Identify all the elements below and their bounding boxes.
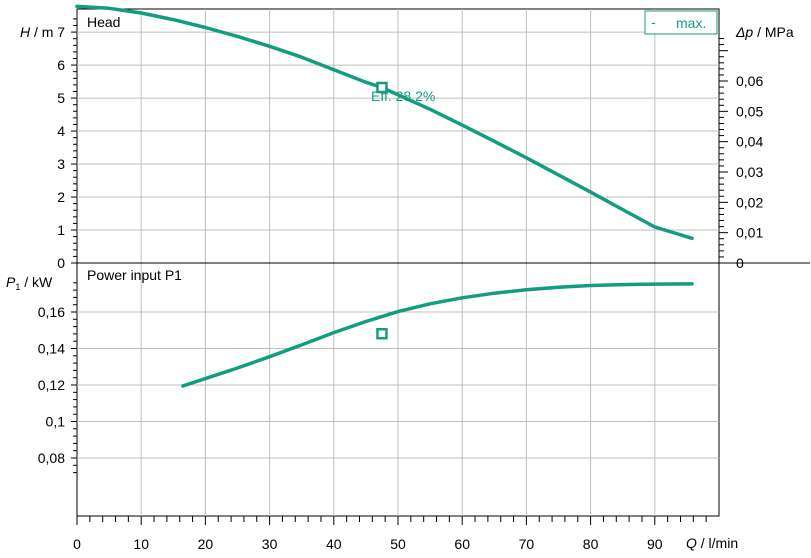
x-tick-label: 30 bbox=[262, 536, 278, 552]
tick-layer bbox=[71, 18, 728, 525]
power-y-tick-label: 0,1 bbox=[46, 414, 66, 430]
pressure-tick-label: 0,04 bbox=[736, 134, 763, 150]
power-y-axis-label: P1 / kW bbox=[6, 274, 53, 292]
head-y-tick-label: 2 bbox=[57, 189, 65, 205]
head-y-tick-label: 1 bbox=[57, 222, 65, 238]
legend-box bbox=[644, 10, 718, 35]
x-tick-label: 90 bbox=[647, 536, 663, 552]
pressure-tick-label: 0,06 bbox=[736, 73, 763, 89]
head-y-tick-label: 7 bbox=[57, 24, 65, 40]
power-curve-max bbox=[181, 282, 694, 388]
head-curve-max bbox=[75, 4, 694, 241]
x-tick-label: 70 bbox=[519, 536, 535, 552]
pressure-tick-label: 0,01 bbox=[736, 225, 763, 241]
flow-x-axis-unit: / l/min bbox=[697, 535, 738, 551]
power-y-tick-label: 0,14 bbox=[38, 341, 65, 357]
power-y-tick-label: 0,12 bbox=[38, 377, 65, 393]
curve-layer bbox=[75, 4, 694, 388]
x-tick-label: 60 bbox=[454, 536, 470, 552]
head-panel-title: Head bbox=[87, 14, 120, 30]
head-y-tick-label: 3 bbox=[57, 156, 65, 172]
x-tick-label: 20 bbox=[198, 536, 214, 552]
flow-x-axis-label: Q / l/min bbox=[686, 535, 738, 551]
x-tick-label: 80 bbox=[583, 536, 599, 552]
legend-label: max. bbox=[676, 15, 706, 31]
flow-x-axis-symbol: Q bbox=[686, 535, 697, 551]
pressure-y-axis-unit: / MPa bbox=[753, 24, 794, 40]
pressure-tick-label: 0,05 bbox=[736, 103, 763, 119]
legend-marker: - bbox=[651, 14, 656, 30]
x-tick-label: 40 bbox=[326, 536, 342, 552]
x-tick-label: 0 bbox=[73, 536, 81, 552]
head-y-axis-symbol: H bbox=[20, 24, 31, 40]
pressure-tick-label: 0,02 bbox=[736, 194, 763, 210]
power-operating-point-marker bbox=[376, 327, 388, 340]
efficiency-annotation: Eff. 28,2% bbox=[371, 88, 435, 104]
head-operating-point-marker bbox=[376, 81, 388, 94]
head-y-axis-label: H / m bbox=[20, 24, 53, 40]
pressure-y-axis-symbol: Δp bbox=[735, 24, 753, 40]
x-tick-label: 50 bbox=[390, 536, 406, 552]
tick-label-layer: 0 10 20 30 40 50 60 70 80 900123456700,010,020,03… bbox=[38, 24, 764, 552]
power-y-tick-label: 0,08 bbox=[38, 450, 65, 466]
head-y-tick-label: 0 bbox=[57, 255, 65, 271]
power-panel-title: Power input P1 bbox=[87, 267, 182, 283]
pressure-tick-label: 0,03 bbox=[736, 164, 763, 180]
power-y-axis-symbol: P bbox=[6, 274, 16, 290]
pressure-y-axis-label: Δp / MPa bbox=[735, 24, 794, 40]
head-y-tick-label: 4 bbox=[57, 123, 65, 139]
power-y-tick-label: 0,16 bbox=[38, 304, 65, 320]
legend: - max. bbox=[644, 10, 718, 35]
pressure-tick-label: 0 bbox=[736, 255, 744, 271]
power-y-axis-subscript: 1 bbox=[15, 282, 20, 292]
head-y-tick-label: 5 bbox=[57, 90, 65, 106]
head-y-axis-unit: / m bbox=[30, 24, 53, 40]
head-y-tick-label: 6 bbox=[57, 57, 65, 73]
grid-layer bbox=[77, 9, 810, 516]
x-tick-label: 10 bbox=[133, 536, 149, 552]
power-y-axis-unit: / kW bbox=[20, 274, 53, 290]
